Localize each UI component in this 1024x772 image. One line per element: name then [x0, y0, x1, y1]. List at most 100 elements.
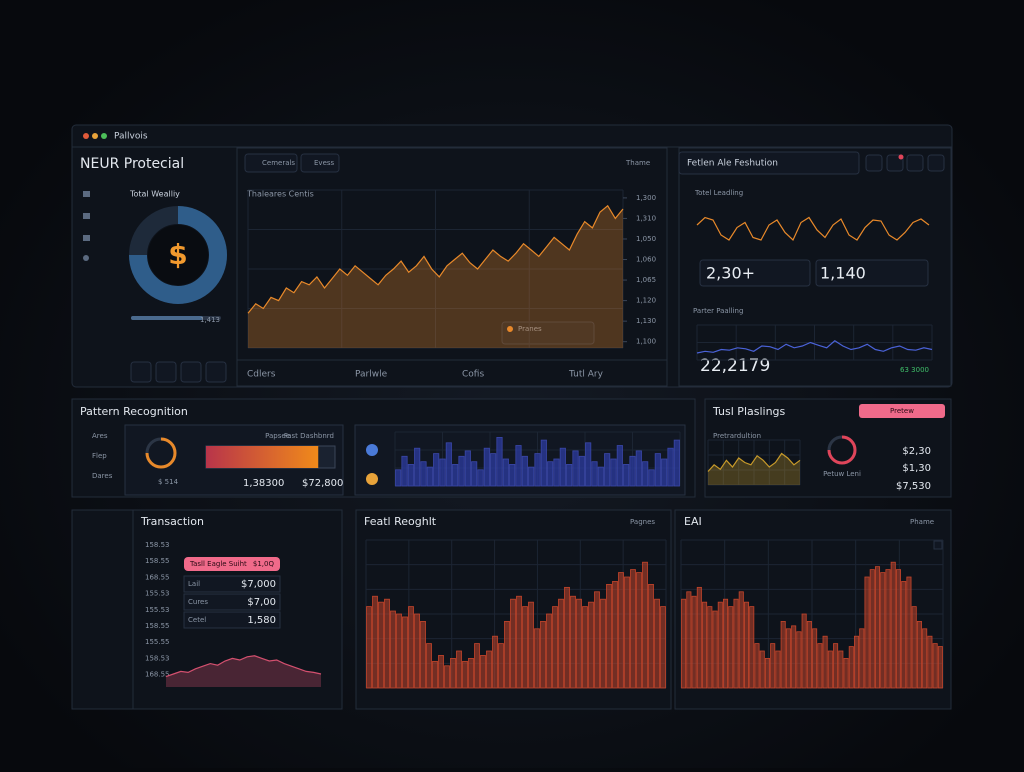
main-panel: [236, 147, 668, 387]
button[interactable]: [205, 361, 227, 383]
chart-title: Thaleares Centis: [246, 190, 314, 199]
bar: [642, 461, 649, 487]
icon-button[interactable]: [886, 154, 904, 172]
bar: [864, 576, 870, 689]
bar: [528, 466, 535, 487]
bar: [486, 650, 492, 689]
bar: [691, 595, 697, 689]
bar: [749, 606, 755, 689]
bar: [433, 453, 440, 487]
y-tick-label: 158.55: [145, 557, 170, 565]
bar: [738, 591, 744, 689]
line: [696, 340, 933, 354]
menu-item[interactable]: Ares: [92, 432, 108, 440]
bar: [838, 650, 844, 689]
bar: [673, 439, 680, 487]
y-tick-label: 1,100: [636, 338, 656, 346]
panel-title: Pattern Recognition: [80, 405, 188, 418]
bar: [594, 591, 600, 689]
value: $2,30: [902, 446, 931, 457]
bar: [796, 631, 802, 689]
icon-button[interactable]: [927, 154, 945, 172]
tab[interactable]: [244, 153, 298, 173]
menu-item[interactable]: Dares: [92, 472, 113, 480]
icon-button[interactable]: [865, 154, 883, 172]
bar: [702, 601, 708, 689]
button[interactable]: [130, 361, 152, 383]
bar: [843, 658, 849, 689]
dot[interactable]: [101, 133, 107, 139]
dot[interactable]: [83, 133, 89, 139]
tab-label[interactable]: Cemerals: [262, 159, 295, 167]
dot[interactable]: [92, 133, 98, 139]
tab-label[interactable]: Evess: [314, 159, 335, 167]
bar: [439, 458, 446, 487]
bar: [426, 643, 432, 689]
gauge-label: $ 514: [158, 478, 179, 486]
footer-item[interactable]: Cdlers: [247, 370, 276, 380]
bar: [553, 458, 560, 487]
menu[interactable]: Pagnes: [630, 518, 655, 526]
bar: [606, 584, 612, 689]
icon[interactable]: [83, 191, 90, 197]
highlight[interactable]: [184, 557, 280, 571]
bar: [681, 598, 687, 689]
line: [165, 655, 322, 678]
button-label[interactable]: Pretew: [890, 407, 914, 415]
button[interactable]: [859, 404, 945, 418]
bar: [462, 660, 468, 689]
bar: [764, 658, 770, 689]
footer-item[interactable]: Parlwle: [355, 370, 388, 380]
icon-button[interactable]: [906, 154, 924, 172]
footer-item[interactable]: Tutl Ary: [568, 370, 604, 380]
bar: [510, 598, 516, 689]
tab[interactable]: [300, 153, 340, 173]
bar: [801, 613, 807, 689]
menu[interactable]: Thame: [625, 159, 650, 167]
bar: [464, 450, 471, 487]
y-tick-label: 1,065: [636, 276, 656, 284]
button[interactable]: [155, 361, 177, 383]
bar: [629, 455, 636, 487]
bar: [932, 643, 938, 689]
bar: [402, 616, 408, 689]
button[interactable]: [180, 361, 202, 383]
icon[interactable]: [83, 255, 89, 261]
bar: [471, 461, 478, 487]
panel-title: Tusl Plaslings: [712, 405, 786, 418]
panel-title: Featl Reoghlt: [364, 515, 437, 528]
row-value: $7,00: [247, 597, 276, 608]
icon[interactable]: [933, 540, 943, 550]
bar: [585, 442, 592, 487]
bar: [927, 635, 933, 689]
bar: [822, 635, 828, 689]
bar: [384, 598, 390, 689]
row: [183, 575, 281, 593]
footer-item[interactable]: Cofis: [462, 370, 484, 380]
bar: [854, 635, 860, 689]
bar: [564, 586, 570, 689]
bar: [432, 660, 438, 689]
y-tick-label: 155.53: [145, 606, 170, 614]
tooltip-dot: [507, 326, 513, 332]
bar: [922, 628, 928, 689]
bar: [770, 643, 776, 689]
bar: [817, 643, 823, 689]
bar: [426, 466, 433, 487]
icon[interactable]: [83, 235, 90, 241]
icon[interactable]: [83, 213, 90, 219]
bar: [366, 606, 372, 689]
y-tick-label: 158.53: [145, 654, 170, 662]
bar: [743, 601, 750, 689]
y-tick-label: 1,120: [636, 297, 656, 305]
bar: [566, 463, 573, 487]
row: [183, 611, 281, 629]
bar: [534, 453, 541, 487]
menu-item[interactable]: Flep: [92, 452, 107, 460]
bar: [812, 628, 818, 689]
bar: [648, 469, 655, 487]
bar: [624, 576, 630, 689]
menu[interactable]: Phame: [910, 518, 934, 526]
bar: [490, 453, 497, 487]
